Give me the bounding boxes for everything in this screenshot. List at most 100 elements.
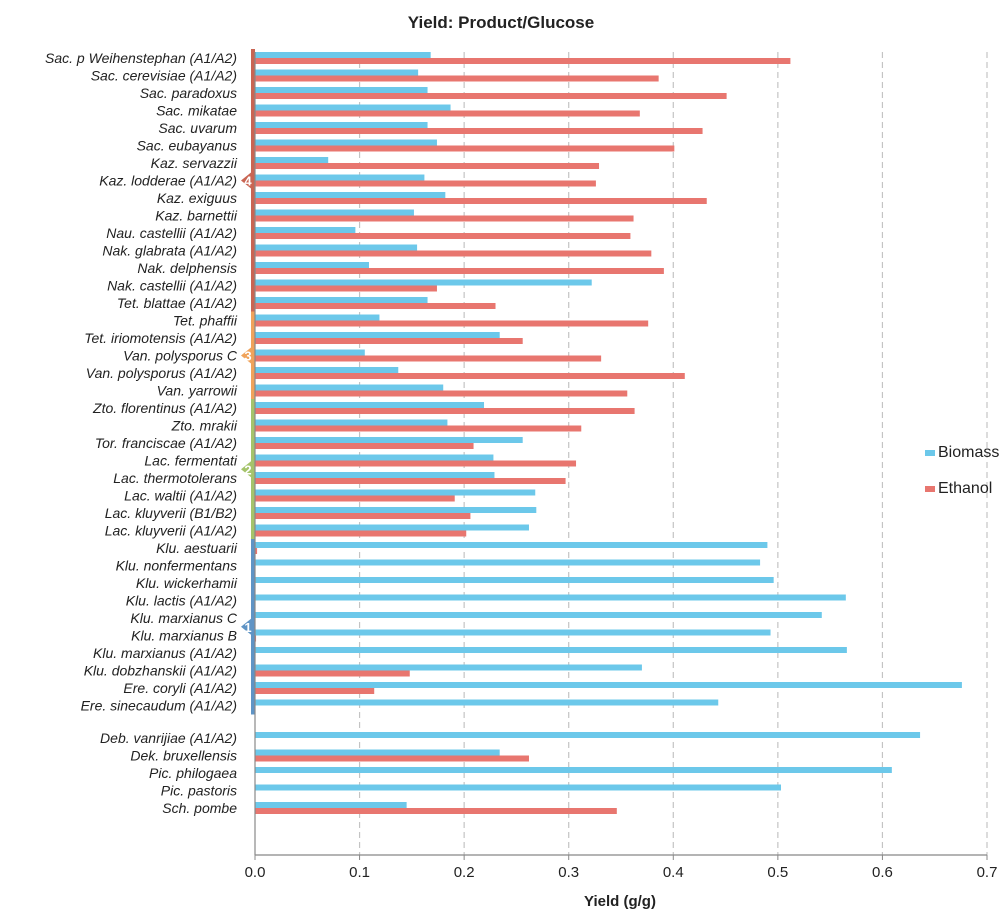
- category-label: Tet. phaffii: [173, 313, 238, 329]
- bar-ethanol: [255, 250, 652, 257]
- bar-ethanol: [255, 513, 471, 519]
- bar-biomass: [255, 419, 448, 426]
- category-label: Nau. castellii (A1/A2): [106, 225, 237, 241]
- category-label: Nak. glabrata (A1/A2): [102, 243, 237, 259]
- bar-biomass: [255, 209, 414, 216]
- group-bracket: [241, 311, 255, 400]
- bar-ethanol: [255, 408, 635, 414]
- legend-swatch-ethanol: [925, 486, 935, 492]
- bar-biomass: [255, 87, 428, 93]
- bar-ethanol: [255, 215, 634, 222]
- category-label: Sch. pombe: [162, 800, 237, 816]
- group-label: 4: [244, 174, 252, 189]
- category-label: Tor. franciscae (A1/A2): [95, 435, 237, 451]
- bar-biomass: [255, 542, 768, 548]
- bar-biomass: [255, 244, 418, 251]
- bar-ethanol: [255, 338, 523, 344]
- category-label: Klu. marxianus C: [130, 610, 237, 626]
- bar-biomass: [255, 802, 407, 808]
- bar-ethanol: [255, 75, 659, 82]
- group-label: 2: [244, 462, 251, 477]
- bar-ethanol: [255, 233, 631, 239]
- category-label: Ere. coryli (A1/A2): [123, 680, 237, 696]
- bar-ethanol: [255, 145, 675, 152]
- bar-biomass: [255, 594, 846, 601]
- bar-biomass: [255, 104, 451, 111]
- bar-biomass: [255, 402, 485, 408]
- category-label: Sac. mikatae: [156, 103, 237, 119]
- bar-ethanol: [255, 285, 437, 292]
- bar-biomass: [255, 227, 356, 233]
- category-label: Klu. marxianus B: [131, 628, 237, 644]
- legend-swatch-biomass: [925, 450, 935, 456]
- bar-ethanol: [255, 808, 617, 814]
- category-label: Van. polysporus C: [123, 348, 238, 364]
- bar-biomass: [255, 262, 369, 268]
- category-label: Lac. fermentati: [144, 453, 237, 469]
- category-label: Sac. eubayanus: [137, 138, 237, 154]
- category-label: Zto. mrakii: [171, 418, 238, 434]
- bar-ethanol: [255, 320, 649, 327]
- bar-ethanol: [255, 110, 640, 117]
- bar-biomass: [255, 472, 495, 478]
- bar-ethanol: [255, 478, 566, 484]
- bars: [255, 52, 962, 814]
- bar-biomass: [255, 367, 399, 373]
- bar-biomass: [255, 192, 446, 198]
- category-label: Kaz. servazzii: [151, 155, 238, 171]
- category-label: Deb. vanrijiae (A1/A2): [100, 730, 237, 746]
- category-label: Dek. bruxellensis: [130, 748, 237, 764]
- bar-ethanol: [255, 180, 596, 187]
- legend-label-biomass: Biomass: [938, 444, 999, 461]
- bar-biomass: [255, 612, 822, 618]
- bar-ethanol: [255, 443, 474, 449]
- bar-ethanol: [255, 58, 791, 64]
- bar-biomass: [255, 699, 719, 706]
- category-label: Klu. nonfermentans: [116, 558, 237, 574]
- bar-biomass: [255, 784, 781, 791]
- bar-ethanol: [255, 670, 410, 677]
- category-label: Sac. paradoxus: [140, 85, 237, 101]
- bar-biomass: [255, 157, 329, 163]
- bar-biomass: [255, 524, 529, 531]
- category-label: Lac. thermotolerans: [113, 470, 237, 486]
- bar-ethanol: [255, 755, 529, 762]
- category-label: Klu. wickerhamii: [136, 575, 238, 591]
- bar-biomass: [255, 279, 592, 286]
- bar-ethanol: [255, 495, 455, 502]
- group-label: 1: [244, 620, 251, 635]
- group-bracket: [241, 539, 255, 715]
- bar-biomass: [255, 682, 962, 688]
- x-tick-label: 0.3: [558, 864, 579, 881]
- category-label: Sac. p Weihenstephan (A1/A2): [45, 50, 237, 66]
- category-label: Pic. philogaea: [149, 765, 237, 781]
- x-tick-label: 0.0: [245, 864, 266, 881]
- bar-biomass: [255, 489, 536, 496]
- bar-ethanol: [255, 163, 600, 169]
- bar-biomass: [255, 314, 380, 321]
- group-bracket: [241, 49, 255, 312]
- category-label: Klu. dobzhanskii (A1/A2): [84, 663, 237, 679]
- bar-biomass: [255, 174, 425, 181]
- group-label: 3: [244, 349, 251, 364]
- category-label: Kaz. lodderae (A1/A2): [99, 173, 237, 189]
- bar-ethanol: [255, 530, 467, 537]
- bar-biomass: [255, 437, 523, 443]
- category-label: Ere. sinecaudum (A1/A2): [81, 698, 237, 714]
- legend-label-ethanol: Ethanol: [938, 480, 992, 497]
- category-label: Klu. marxianus (A1/A2): [93, 645, 237, 661]
- category-label: Pic. pastoris: [161, 783, 237, 799]
- x-tick-label: 0.2: [454, 864, 475, 881]
- bar-ethanol: [255, 128, 703, 134]
- bar-ethanol: [255, 198, 707, 204]
- bar-biomass: [255, 332, 500, 338]
- bar-ethanol: [255, 688, 375, 694]
- bar-ethanol: [255, 268, 664, 274]
- bar-biomass: [255, 577, 774, 583]
- category-label: Kaz. barnettii: [155, 208, 238, 224]
- x-tick-label: 0.4: [663, 864, 684, 881]
- bar-biomass: [255, 384, 444, 391]
- bar-biomass: [255, 139, 437, 146]
- bar-biomass: [255, 559, 761, 566]
